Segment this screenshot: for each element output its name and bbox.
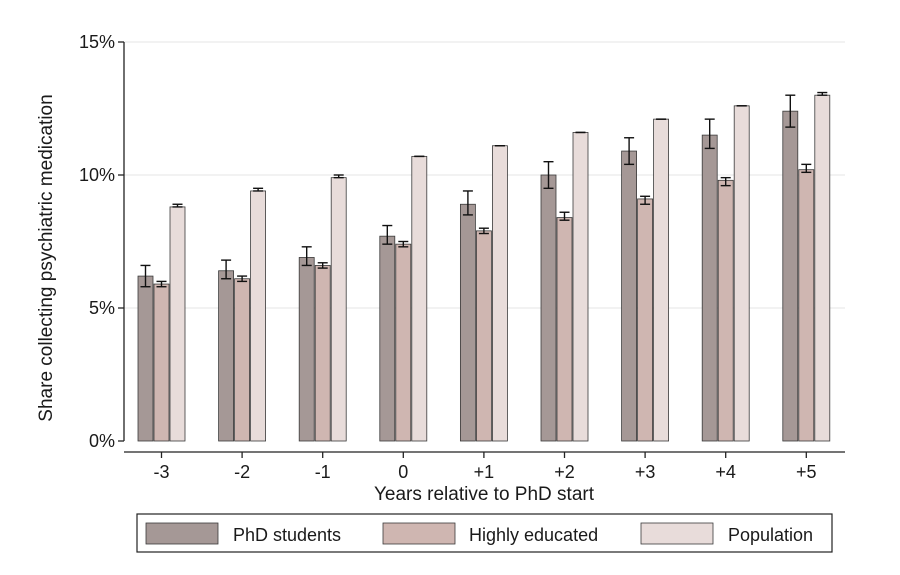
bar xyxy=(298,257,315,442)
bar xyxy=(153,283,170,442)
bar xyxy=(330,177,347,442)
bar xyxy=(556,217,573,442)
bar xyxy=(717,179,734,442)
legend-swatch xyxy=(640,522,714,545)
legend-swatch xyxy=(145,522,219,545)
bar xyxy=(701,134,718,442)
bar xyxy=(218,270,235,442)
bar xyxy=(459,203,476,442)
legend-swatch xyxy=(382,522,456,545)
y-tick-label: 10% xyxy=(79,165,115,185)
bar xyxy=(411,155,428,442)
bar xyxy=(314,265,331,442)
y-axis-title: Share collecting psychiatric medication xyxy=(36,94,57,421)
x-tick-label: +4 xyxy=(715,462,736,482)
y-tick-label: 15% xyxy=(79,32,115,52)
y-tick-label: 5% xyxy=(89,298,115,318)
bar xyxy=(814,94,831,442)
bar xyxy=(653,118,669,442)
bar xyxy=(169,206,186,442)
x-tick-label: +3 xyxy=(635,462,656,482)
bar xyxy=(637,198,653,442)
legend-box xyxy=(136,513,833,553)
bar xyxy=(733,105,750,442)
bar xyxy=(782,110,799,442)
legend-label: PhD students xyxy=(233,525,341,545)
bar xyxy=(137,275,154,442)
legend-label: Population xyxy=(728,525,813,545)
bar xyxy=(491,145,508,442)
bars xyxy=(137,91,831,442)
bar xyxy=(250,190,267,442)
x-tick-label: +2 xyxy=(554,462,575,482)
legend: PhD students Highly educated Population xyxy=(136,513,833,553)
bar xyxy=(798,169,815,442)
y-ticks: 0% 5% 10% 15% xyxy=(79,32,124,451)
bar xyxy=(379,235,396,442)
x-axis-title: Years relative to PhD start xyxy=(374,484,595,505)
x-tick-label: +1 xyxy=(474,462,495,482)
bar xyxy=(234,278,251,442)
x-tick-label: +5 xyxy=(796,462,817,482)
y-tick-label: 0% xyxy=(89,431,115,451)
bar xyxy=(572,132,589,442)
x-tick-label: -3 xyxy=(153,462,169,482)
bar xyxy=(621,150,637,442)
x-ticks: -3 -2 -1 0 +1 +2 +3 +4 +5 xyxy=(153,452,817,482)
x-tick-label: -1 xyxy=(315,462,331,482)
x-tick-label: 0 xyxy=(398,462,408,482)
legend-label: Highly educated xyxy=(469,525,598,545)
bar xyxy=(540,174,557,442)
bar xyxy=(395,243,412,442)
bar xyxy=(475,230,492,442)
x-tick-label: -2 xyxy=(234,462,250,482)
